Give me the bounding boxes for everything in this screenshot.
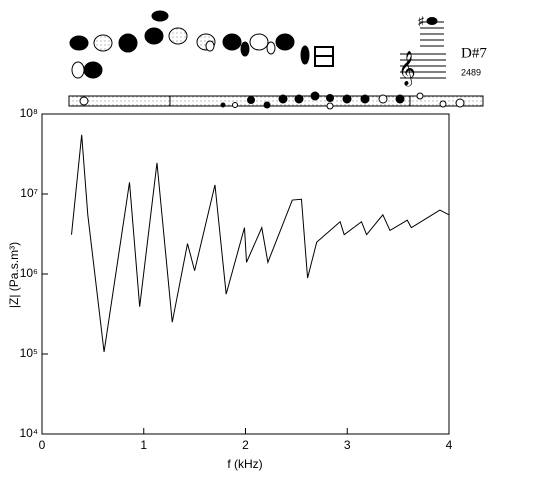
y-tick-label: 10⁷ [20,186,38,200]
y-tick-label: 10⁴ [19,426,38,440]
plot-frame [41,113,450,435]
x-tick-label: 1 [140,438,147,452]
y-axis-label: |Z| (Pa.s.m³) [7,242,21,308]
sharp-sign: ♯ [418,14,424,28]
x-tick-label: 0 [39,438,46,452]
y-tick-label: 10⁸ [20,106,38,120]
y-tick-label: 10⁶ [20,266,38,280]
x-tick-label: 2 [242,438,249,452]
y-tick-label: 10⁵ [20,346,38,360]
impedance-line [71,134,450,353]
treble-clef: 𝄞 [398,51,416,87]
x-tick-label: 4 [446,438,453,452]
x-tick-label: 3 [344,438,351,452]
note-frequency: 2489 [461,67,481,77]
x-axis-label: f (kHz) [227,457,262,471]
note-name: D#7 [461,45,487,61]
fingering-diagram: ♯ 𝄞 [68,10,484,110]
